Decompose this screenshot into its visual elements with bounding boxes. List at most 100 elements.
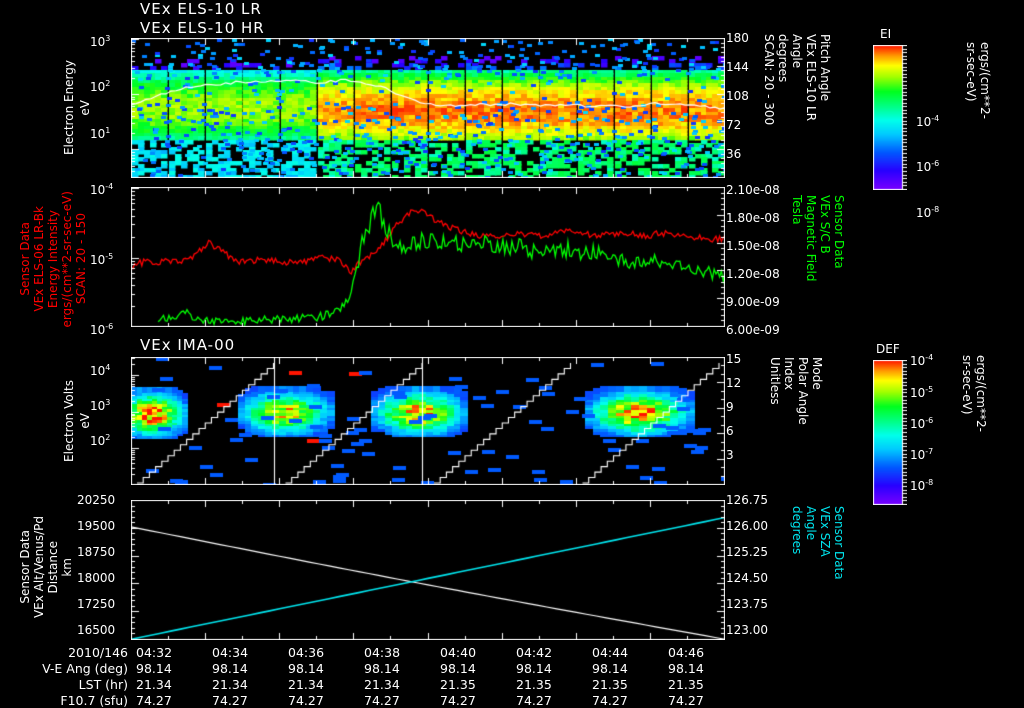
panel-4-right-ytick-2: 125.25 xyxy=(726,545,768,559)
panel-4-left-axis-line-4: km xyxy=(60,557,74,577)
panel-1-right-ytick-1: 144 xyxy=(726,60,749,74)
panel-1-ytick-0-exp: 3 xyxy=(105,34,111,43)
panel-4-right-axis-line-1: Sensor Data xyxy=(832,506,846,580)
footer-cell-r0-c1: 04:34 xyxy=(212,645,249,660)
panel-3-ytick-0-mantissa: 10 xyxy=(90,364,106,378)
colorbar-2-gradient xyxy=(873,360,907,505)
footer-cell-r2-c2: 21.34 xyxy=(288,677,324,692)
footer-cell-r1-c0: 98.14 xyxy=(136,661,172,676)
panel-2-left-axis-line-4: ergs/(cm**2-sr-sec-eV) xyxy=(60,190,74,328)
colorbar-2-tick-1: 10-5 xyxy=(910,385,933,400)
footer-cell-r3-c2: 74.27 xyxy=(288,693,324,708)
colorbar-1-tick-0: 10-4 xyxy=(916,114,939,129)
colorbar-2-units: ergs/(cm**2-sr-sec-eV) xyxy=(960,355,988,432)
footer-cell-r1-c3: 98.14 xyxy=(364,661,400,676)
panel-1-right-ytick-0: 180 xyxy=(726,31,749,45)
panel-3-right-ytick-0: 15 xyxy=(726,352,742,366)
panel-4-left-axis-line-2: VEx Alt/Venus/Pd xyxy=(32,515,46,619)
footer-cell-r2-c3: 21.34 xyxy=(364,677,400,692)
panel-4-ytick-3: 18000 xyxy=(77,571,116,585)
panel-4-left-axis-line-1: Sensor Data xyxy=(18,530,32,604)
panel-3-left-axis-line-2: eV xyxy=(78,413,92,429)
panel-1-left-axis-line-2: eV xyxy=(78,100,92,116)
colorbar-2-tick-0-exp: -4 xyxy=(925,353,934,362)
panel-3-ytick-2: 102 xyxy=(90,433,110,448)
colorbar-1-units: ergs/(cm**2-sr-sec-eV) xyxy=(964,42,992,119)
panel-3-right-axis-label: Mode Polar Angle Index Unitless xyxy=(768,357,824,485)
panel-3-ytick-0-exp: 4 xyxy=(105,363,111,372)
panel-4-right-ytick-3: 124.50 xyxy=(726,571,768,585)
panel-4-ytick-5: 16500 xyxy=(77,623,116,637)
panel-1-ytick-1-exp: 2 xyxy=(105,79,111,88)
colorbar-1-tick-1: 10-6 xyxy=(916,159,939,174)
panel-3-right-axis-line-4: Unitless xyxy=(768,357,782,405)
panel-2-left-axis-label: Sensor Data VEx ELS-06 LR-Bk Energy Inte… xyxy=(18,189,88,329)
panel-2-left-axis-line-3: Energy Intensity xyxy=(46,209,60,309)
footer-cell-r3-c1: 74.27 xyxy=(212,693,248,708)
panel-3-right-ytick-4: 3 xyxy=(726,448,734,462)
footer-cell-r0-c5: 04:42 xyxy=(516,645,553,660)
panel-2-ytick-2-mantissa: 10 xyxy=(90,323,106,337)
footer-cell-r2-c6: 21.35 xyxy=(592,677,628,692)
panel-1-right-axis-label: Pitch Angle VEx ELS-10 LR Angle degrees … xyxy=(762,34,832,179)
panel-1-right-ytick-2: 108 xyxy=(726,89,749,103)
footer-cell-r3-c3: 74.27 xyxy=(364,693,400,708)
colorbar-2-tick-2-mantissa: 10 xyxy=(910,417,926,431)
panel-2-right-ytick-3: 1.20e-08 xyxy=(726,267,780,281)
footer-cell-r0-c0: 04:32 xyxy=(136,645,173,660)
panel-3-ytick-2-mantissa: 10 xyxy=(90,434,106,448)
panel-2-right-axis-line-4: Tesla xyxy=(790,195,804,225)
footer-cell-r2-c7: 21.35 xyxy=(668,677,704,692)
panel-4-left-axis-label: Sensor Data VEx Alt/Venus/Pd Distance km xyxy=(18,502,74,632)
panel-3-right-axis-line-3: Index xyxy=(782,357,796,391)
panel-4-left-axis-line-3: Distance xyxy=(46,540,60,594)
footer-cell-r2-c4: 21.35 xyxy=(440,677,476,692)
panel-1-ytick-0-mantissa: 10 xyxy=(90,35,106,49)
colorbar-1-tick-0-mantissa: 10 xyxy=(916,115,932,129)
footer-cell-r3-c6: 74.27 xyxy=(592,693,628,708)
footer-cell-r0-c4: 04:40 xyxy=(440,645,477,660)
panel-1-title-lr: VEx ELS-10 LR xyxy=(140,0,262,18)
colorbar-1-tick-0-exp: -4 xyxy=(931,114,940,123)
panel-2-right-ytick-5: 6.00e-09 xyxy=(726,323,780,337)
panel-3-ytick-2-exp: 2 xyxy=(105,433,111,442)
panel-2-ytick-2-exp: -6 xyxy=(105,322,114,331)
panel-3-right-ytick-1: 12 xyxy=(726,376,742,390)
footer-cell-r0-c7: 04:46 xyxy=(668,645,705,660)
panel-4-ytick-1: 19500 xyxy=(77,519,116,533)
panel-1-ytick-1: 102 xyxy=(90,79,110,94)
colorbar-1-tick-1-exp: -6 xyxy=(931,159,940,168)
panel-2-plot-canvas xyxy=(131,187,725,327)
footer-row-label-3: F10.7 (sfu) xyxy=(60,693,128,708)
footer-cell-r1-c5: 98.14 xyxy=(516,661,552,676)
footer-cell-r2-c5: 21.35 xyxy=(516,677,552,692)
panel-2-ytick-1-exp: -5 xyxy=(105,252,114,261)
colorbar-1-tick-2-exp: -8 xyxy=(931,205,940,214)
panel-2-left-axis-line-2: VEx ELS-06 LR-Bk xyxy=(32,206,46,312)
colorbar-1-tick-1-mantissa: 10 xyxy=(916,160,932,174)
panel-3-left-axis-label: Electron Volts eV xyxy=(62,357,92,485)
panel-2-ytick-2: 10-6 xyxy=(90,322,113,337)
panel-1-ytick-1-mantissa: 10 xyxy=(90,80,106,94)
panel-1-left-axis-label: Electron Energy eV xyxy=(62,38,92,178)
panel-2-right-ytick-4: 9.00e-09 xyxy=(726,295,780,309)
panel-4-plot-canvas xyxy=(131,500,725,640)
panel-2-right-axis-line-3: Magnetic Field xyxy=(804,195,818,282)
colorbar-1-gradient xyxy=(873,45,907,190)
footer-row-label-2: LST (hr) xyxy=(78,677,128,692)
footer-cell-r0-c3: 04:38 xyxy=(364,645,401,660)
panel-2-right-axis-label: Sensor Data VEx S/C B Magnetic Field Tes… xyxy=(790,195,846,330)
colorbar-2-tick-3-mantissa: 10 xyxy=(910,448,926,462)
panel-2-ytick-1-mantissa: 10 xyxy=(90,253,106,267)
panel-4-ytick-4: 17250 xyxy=(77,597,116,611)
panel-1-els-lr: VEx ELS-10 LR VEx ELS-10 HR Electron Ene… xyxy=(0,0,860,185)
footer-cell-r2-c1: 21.34 xyxy=(212,677,248,692)
colorbar-2-tick-4-mantissa: 10 xyxy=(910,479,926,493)
footer-cell-r3-c5: 74.27 xyxy=(516,693,552,708)
panel-2-right-ytick-1: 1.80e-08 xyxy=(726,211,780,225)
panel-3-right-ytick-2: 9 xyxy=(726,400,734,414)
panel-3-ytick-1: 103 xyxy=(90,398,110,413)
footer-cell-r1-c1: 98.14 xyxy=(212,661,248,676)
panel-1-left-axis-line-1: Electron Energy xyxy=(62,60,76,156)
